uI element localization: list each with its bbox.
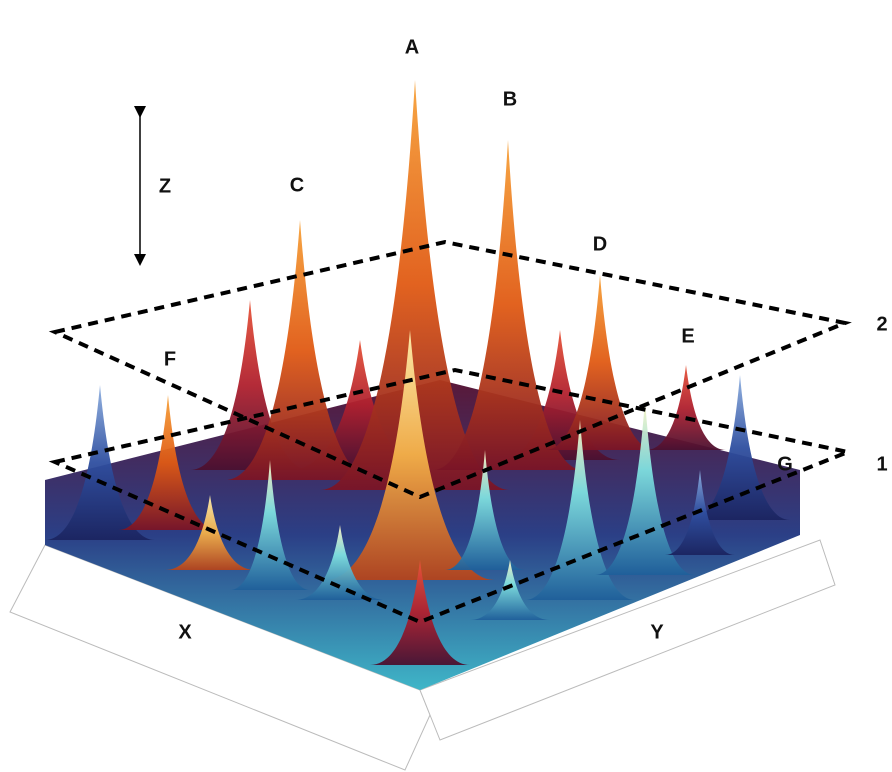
peak-label: A — [405, 36, 419, 58]
plane-label: 1 — [876, 453, 887, 475]
peak-label: G — [777, 453, 793, 475]
peak-label: C — [290, 174, 304, 196]
surface-diagram: Z X Y A B C D E F G 1 2 — [0, 0, 892, 772]
peak-label: D — [593, 233, 607, 255]
page: {"axes": {"x": "X", "y": "Y", "z": "Z"},… — [0, 0, 892, 772]
peak-label: F — [164, 348, 176, 370]
axis-label: X — [178, 621, 192, 643]
axis-label: Z — [159, 175, 171, 197]
axis-label: Y — [650, 621, 664, 643]
peak-label: B — [503, 88, 517, 110]
peak-label: E — [681, 325, 694, 347]
plane-label: 2 — [876, 313, 887, 335]
